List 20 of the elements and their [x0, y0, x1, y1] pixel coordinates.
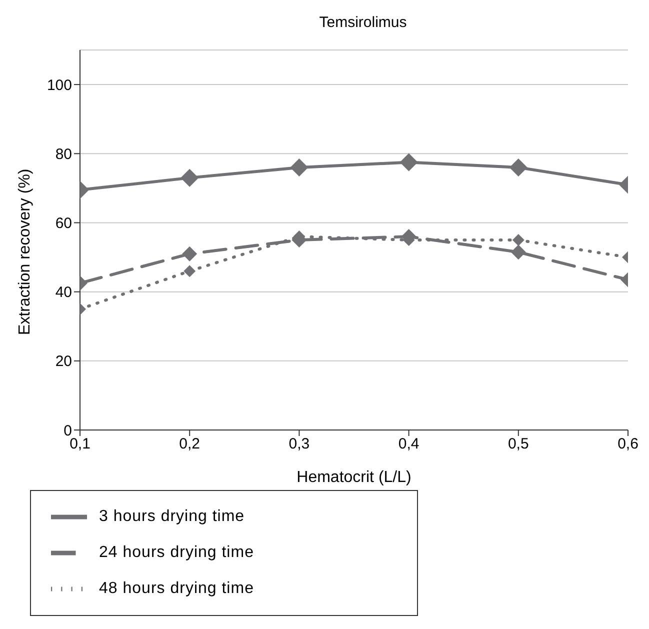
legend-label: 24 hours drying time: [99, 544, 255, 562]
y-axis-title: Extraction recovery (%): [16, 168, 34, 335]
y-tick-label: 100: [46, 76, 72, 94]
x-tick-label: 0,2: [179, 436, 200, 453]
legend-label: 3 hours drying time: [99, 508, 246, 526]
legend-label: 48 hours drying time: [99, 580, 255, 598]
x-tick-label: 0,1: [70, 436, 90, 453]
chart-title: Temsirolimus: [318, 14, 408, 33]
x-tick-label: 0,6: [618, 436, 638, 453]
y-tick-label: 20: [55, 353, 72, 370]
y-tick-label: 60: [55, 215, 72, 232]
y-tick-label: 0: [64, 422, 72, 440]
point: [400, 153, 418, 172]
x-tick-label: 0,4: [398, 436, 420, 453]
x-tick-label: 0,5: [508, 436, 529, 453]
point: [290, 158, 308, 176]
x-axis-title: Hematocrit (L/L): [296, 469, 412, 486]
x-tick-label: 0,3: [288, 436, 310, 453]
y-tick-label: 80: [55, 146, 72, 163]
y-tick-label: 40: [55, 284, 72, 302]
